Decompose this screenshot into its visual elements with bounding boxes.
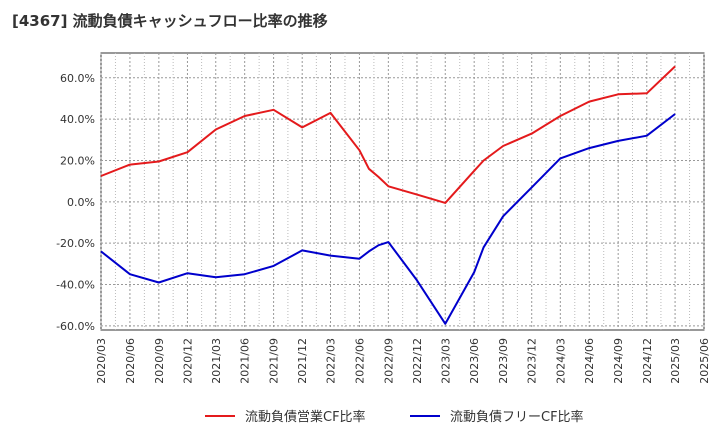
legend: 流動負債営業CF比率 流動負債フリーCF比率: [205, 409, 584, 425]
x-tick-label: 2021/03: [210, 338, 223, 384]
x-tick-label: 2022/03: [325, 338, 338, 384]
y-axis-tick-labels: -60.0% -40.0% -20.0% 0.0% 20.0% 40.0% 60.0%: [56, 72, 95, 333]
legend-label-2: 流動負債フリーCF比率: [450, 409, 584, 425]
y-tick-label: 40.0%: [60, 113, 95, 126]
x-tick-label: 2020/09: [153, 338, 166, 384]
x-tick-label: 2020/06: [124, 338, 137, 384]
y-tick-label: 60.0%: [60, 72, 95, 85]
x-tick-label: 2022/09: [382, 338, 395, 384]
x-tick-label: 2023/03: [439, 338, 452, 384]
series-line-1: [100, 65, 676, 204]
series-layer: [100, 65, 676, 325]
x-tick-label: 2022/12: [411, 338, 424, 384]
series-line-2: [100, 113, 676, 325]
x-tick-label: 2023/09: [497, 338, 510, 384]
legend-label-1: 流動負債営業CF比率: [245, 409, 366, 425]
x-tick-label: 2023/06: [468, 338, 481, 384]
x-tick-label: 2020/12: [181, 338, 194, 384]
x-tick-label: 2023/12: [526, 338, 539, 384]
x-tick-label: 2021/09: [268, 338, 281, 384]
x-tick-label: 2025/03: [669, 338, 682, 384]
x-tick-label: 2024/06: [583, 338, 596, 384]
x-tick-label: 2021/06: [239, 338, 252, 384]
x-tick-label: 2020/03: [95, 338, 108, 384]
x-tick-label: 2024/03: [554, 338, 567, 384]
y-tick-label: -40.0%: [56, 279, 95, 292]
y-tick-label: 20.0%: [60, 154, 95, 167]
y-tick-label: 0.0%: [67, 196, 95, 209]
x-axis-tick-labels: 2020/03 2020/06 2020/09 2020/12 2021/03 2021/…: [95, 338, 711, 384]
grid-lines: [100, 53, 705, 330]
x-tick-label: 2022/06: [353, 338, 366, 384]
x-tick-label: 2025/06: [698, 338, 711, 384]
y-tick-label: -60.0%: [56, 320, 95, 333]
y-tick-label: -20.0%: [56, 237, 95, 250]
x-tick-label: 2024/09: [612, 338, 625, 384]
x-tick-label: 2024/12: [641, 338, 654, 384]
chart-title: [4367] 流動負債キャッシュフロー比率の推移: [12, 12, 328, 30]
x-tick-label: 2021/12: [296, 338, 309, 384]
